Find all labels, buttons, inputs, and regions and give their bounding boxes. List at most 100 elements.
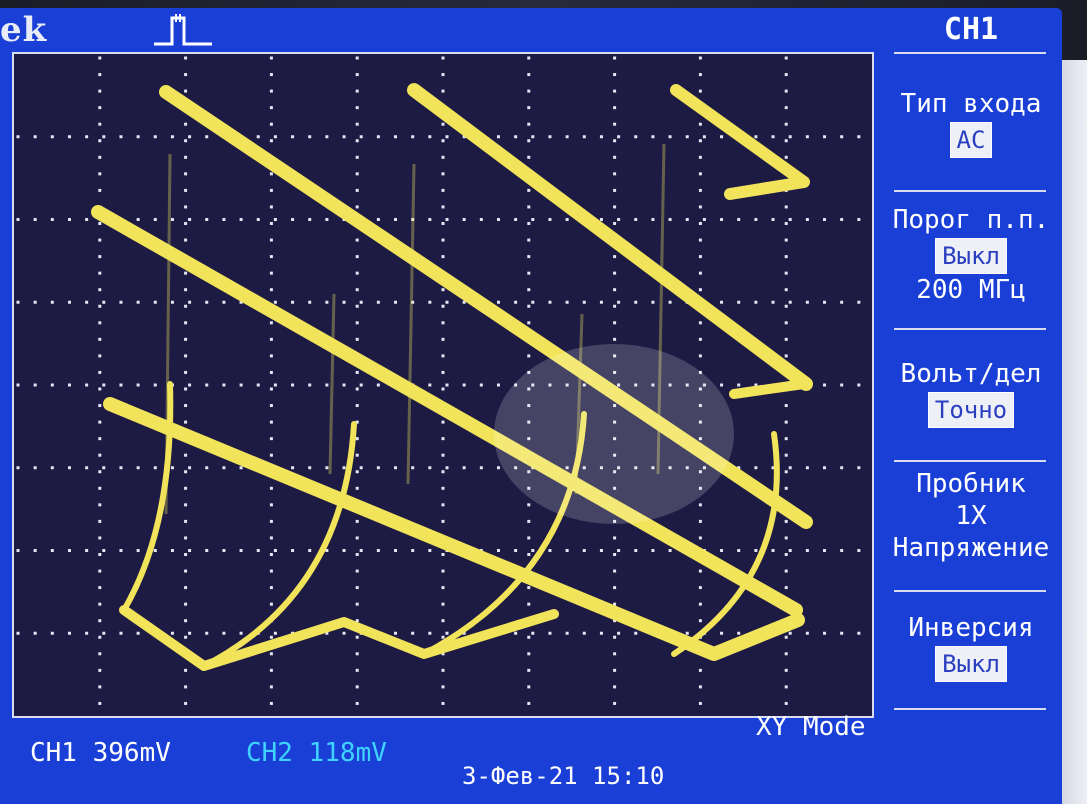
grid-dot	[256, 466, 260, 470]
grid-dot	[428, 135, 432, 139]
grid-dot	[823, 631, 827, 635]
grid-dot	[784, 553, 788, 556]
grid-dot	[720, 300, 724, 304]
grid-dot	[441, 188, 445, 192]
menu-item-probe[interactable]: Пробник 1X Напряжение	[880, 468, 1062, 564]
grid-dot	[222, 631, 226, 635]
menu-item-bandwidth-limit[interactable]: Порог п.п. Выкл 200 МГц	[880, 204, 1062, 306]
grid-dot	[308, 383, 312, 387]
grid-dot	[308, 300, 312, 304]
grid-dot	[355, 503, 359, 507]
grid-dot	[685, 135, 689, 139]
grid-dot	[355, 89, 359, 93]
grid-dot	[613, 569, 617, 573]
grid-dot	[496, 135, 500, 139]
grid-dot	[840, 549, 844, 552]
grid-dot	[205, 300, 209, 304]
grid-dot	[269, 106, 273, 110]
grid-dot	[102, 135, 106, 139]
grid-dot	[355, 652, 359, 656]
grid-dot	[441, 304, 445, 308]
grid-dot	[441, 569, 445, 573]
grid-dot	[754, 631, 758, 635]
grid-dot	[784, 89, 788, 93]
grid-dot	[269, 586, 273, 590]
grid-dot	[441, 404, 445, 408]
grid-dot	[613, 188, 617, 192]
grid-dot	[50, 549, 54, 552]
grid-dot	[355, 635, 359, 639]
menu-item-invert[interactable]: Инверсия Выкл	[880, 612, 1062, 682]
grid-dot	[668, 218, 672, 221]
grid-dot	[308, 135, 312, 139]
menu-separator	[894, 52, 1046, 54]
grid-dot	[376, 466, 380, 470]
grid-dot	[527, 404, 531, 408]
grid-dot	[269, 288, 273, 292]
grid-dot	[269, 387, 273, 391]
grid-dot	[184, 205, 188, 209]
grid-dot	[119, 631, 123, 635]
grid-dot	[136, 549, 140, 552]
grid-dot	[613, 106, 617, 110]
grid-dot	[136, 135, 140, 139]
grid-dot	[685, 549, 689, 552]
grid-dot	[527, 139, 531, 143]
grid-dot	[823, 135, 827, 139]
grid-dot	[462, 549, 466, 552]
grid-dot	[355, 701, 359, 705]
grid-dot	[531, 383, 535, 387]
grid-dot	[445, 466, 449, 470]
grid-dot	[98, 602, 102, 606]
grid-dot	[428, 549, 432, 552]
grid-dot	[184, 255, 188, 259]
grid-dot	[613, 370, 617, 374]
grid-dot	[617, 631, 621, 635]
grid-dot	[441, 89, 445, 93]
grid-dot	[617, 300, 621, 304]
menu-item-label: Вольт/дел	[900, 359, 1042, 389]
menu-item-volts-div[interactable]: Вольт/дел Точно	[880, 358, 1062, 428]
grid-dot	[784, 420, 788, 424]
menu-item-input-type[interactable]: Тип входа AC	[880, 88, 1062, 158]
grid-dot	[184, 519, 188, 523]
grid-dot	[441, 437, 445, 441]
grid-dot	[98, 652, 102, 656]
grid-dot	[355, 56, 359, 60]
grid-dot	[613, 486, 617, 490]
grid-dot	[698, 122, 702, 126]
grid-dot	[98, 569, 102, 573]
grid-dot	[668, 549, 672, 552]
grid-dot	[184, 685, 188, 689]
grid-dot	[754, 549, 758, 552]
grid-dot	[685, 631, 689, 635]
grid-dot	[33, 631, 37, 635]
grid-dot	[651, 549, 655, 552]
grid-dot	[119, 300, 123, 304]
grid-dot	[496, 383, 500, 387]
grid-dot	[527, 288, 531, 292]
grid-dot	[698, 172, 702, 176]
grid-dot	[98, 668, 102, 672]
grid-dot	[784, 255, 788, 259]
grid-dot	[136, 383, 140, 387]
grid-dot	[840, 135, 844, 139]
grid-dot	[784, 288, 788, 292]
grid-dot	[98, 172, 102, 176]
grid-dot	[170, 300, 174, 304]
grid-dot	[273, 300, 277, 304]
grid-dot	[599, 383, 603, 387]
grid-dot	[668, 466, 672, 470]
grid-dot	[98, 453, 102, 457]
grid-dot	[394, 135, 398, 139]
grid-dot	[269, 553, 273, 556]
grid-dot	[355, 321, 359, 325]
grid-dot	[668, 383, 672, 387]
grid-dot	[479, 383, 483, 387]
grid-dot	[67, 135, 71, 139]
grid-dot	[698, 222, 702, 225]
grid-dot	[805, 549, 809, 552]
grid-dot	[269, 470, 273, 474]
grid-dot	[651, 631, 655, 635]
grid-dot	[170, 549, 174, 552]
